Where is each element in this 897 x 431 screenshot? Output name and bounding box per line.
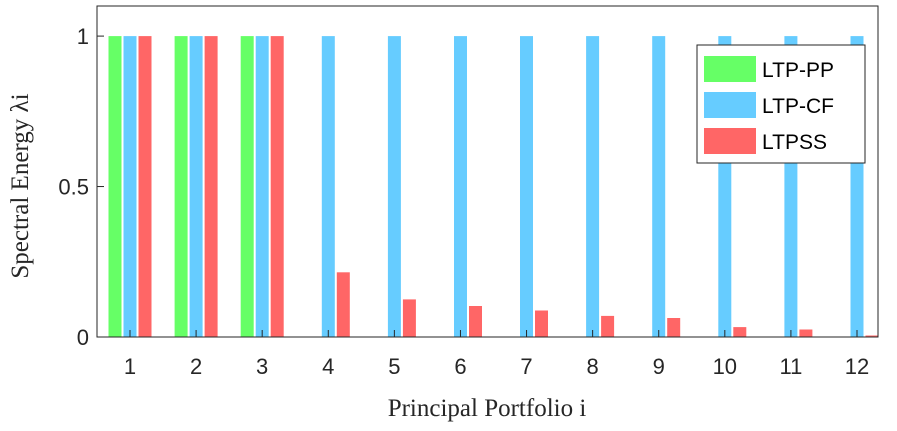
bar-ltpss-6 xyxy=(469,306,482,337)
bar-ltpss-11 xyxy=(799,329,813,337)
bar-ltpss-12 xyxy=(865,335,879,337)
bar-ltpss-2 xyxy=(204,36,218,337)
bar-ltp-cf-7 xyxy=(520,36,533,337)
bar-ltpss-4 xyxy=(336,272,350,337)
legend-label-ltpss: LTPSS xyxy=(762,131,827,154)
x-tick-label: 7 xyxy=(520,354,532,379)
bar-ltp-pp-3 xyxy=(240,36,254,337)
bar-ltpss-3 xyxy=(270,36,284,337)
legend-swatch-ltp-cf xyxy=(704,92,756,118)
bar-ltp-cf-1 xyxy=(123,36,137,337)
x-tick-label: 6 xyxy=(454,354,466,379)
x-tick-label: 12 xyxy=(845,354,869,379)
bar-ltp-cf-6 xyxy=(454,36,467,337)
bar-ltpss-1 xyxy=(138,36,152,337)
bar-ltp-cf-3 xyxy=(255,36,269,337)
x-axis-title: Principal Portfolio i xyxy=(388,395,587,422)
legend-label-ltp-pp: LTP-PP xyxy=(762,59,834,82)
x-tick-label: 8 xyxy=(587,354,599,379)
legend-swatch-ltp-pp xyxy=(704,56,756,82)
y-tick-label: 0 xyxy=(77,325,89,350)
legend-label-ltp-cf: LTP-CF xyxy=(762,95,834,118)
x-tick-label: 4 xyxy=(322,354,334,379)
x-tick-label: 10 xyxy=(713,354,737,379)
bar-ltpss-9 xyxy=(667,318,681,337)
bar-ltpss-5 xyxy=(402,299,416,337)
bar-ltp-cf-4 xyxy=(321,36,335,337)
axes-box xyxy=(96,5,879,338)
bar-ltpss-10 xyxy=(733,327,747,337)
bar-ltp-cf-8 xyxy=(586,36,600,337)
x-tick-label: 3 xyxy=(256,354,268,379)
legend: LTP-PP LTP-CF LTPSS xyxy=(696,44,866,164)
x-tick-label: 1 xyxy=(124,354,136,379)
y-ticks: 00.51 xyxy=(58,24,104,350)
bar-ltp-pp-2 xyxy=(174,36,188,337)
bar-ltp-pp-1 xyxy=(108,36,122,337)
x-tick-label: 5 xyxy=(388,354,400,379)
bar-ltpss-8 xyxy=(601,315,615,337)
x-tick-label: 2 xyxy=(190,354,202,379)
legend-swatch-ltpss xyxy=(704,128,756,154)
y-tick-label: 1 xyxy=(77,24,89,49)
bar-ltp-cf-9 xyxy=(652,36,666,337)
bar-ltp-cf-2 xyxy=(189,36,203,337)
x-tick-label: 9 xyxy=(653,354,665,379)
y-axis-title: Spectral Energy λi xyxy=(7,93,34,278)
y-tick-label: 0.5 xyxy=(58,175,89,200)
x-ticks: 1 2 3 4 5 6 7 8 9 10 11 12 xyxy=(124,330,869,379)
x-tick-label: 11 xyxy=(779,354,802,379)
bar-ltpss-7 xyxy=(535,310,548,337)
bar-ltp-cf-5 xyxy=(387,36,401,337)
